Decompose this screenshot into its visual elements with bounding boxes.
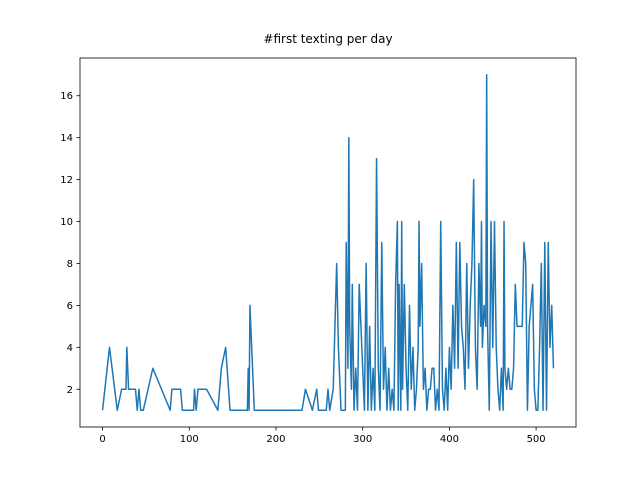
x-tick-label: 500 [527, 434, 546, 445]
y-tick-label: 12 [60, 175, 73, 186]
plot-frame [79, 57, 577, 428]
y-tick-label: 4 [67, 343, 73, 354]
y-tick-label: 10 [60, 217, 73, 228]
chart-title: #first texting per day [263, 32, 392, 46]
x-tick-label: 200 [266, 434, 285, 445]
y-tick-label: 6 [67, 301, 73, 312]
y-tick-label: 16 [60, 91, 73, 102]
line-series [101, 74, 555, 411]
x-tick-label: 400 [440, 434, 459, 445]
y-tick-label: 8 [67, 259, 73, 270]
x-tick-label: 100 [180, 434, 199, 445]
x-tick-label: 300 [353, 434, 372, 445]
y-tick-label: 14 [60, 133, 73, 144]
x-tick-label: 0 [99, 434, 105, 445]
y-tick-label: 2 [67, 385, 73, 396]
